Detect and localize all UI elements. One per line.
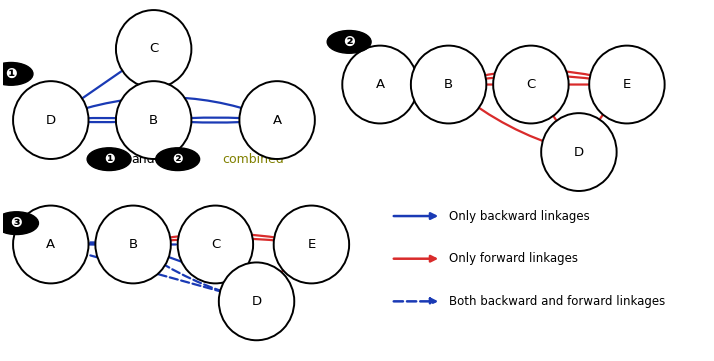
Ellipse shape xyxy=(13,81,89,159)
Circle shape xyxy=(156,148,200,170)
Text: B: B xyxy=(149,114,159,127)
Text: A: A xyxy=(273,114,282,127)
Circle shape xyxy=(0,212,39,235)
Text: D: D xyxy=(574,145,584,158)
Text: C: C xyxy=(526,78,536,91)
Text: B: B xyxy=(444,78,453,91)
Ellipse shape xyxy=(541,113,617,191)
Circle shape xyxy=(0,62,33,85)
Text: ❸: ❸ xyxy=(11,216,22,230)
Text: D: D xyxy=(251,295,261,308)
Text: and: and xyxy=(131,153,155,166)
Ellipse shape xyxy=(13,205,89,283)
Text: C: C xyxy=(149,43,159,56)
Text: Both backward and forward linkages: Both backward and forward linkages xyxy=(448,295,665,308)
Text: ❶: ❶ xyxy=(104,153,114,166)
Text: ❷: ❷ xyxy=(172,153,183,166)
Ellipse shape xyxy=(342,45,418,123)
Text: Only forward linkages: Only forward linkages xyxy=(448,252,578,265)
Text: A: A xyxy=(46,238,56,251)
Text: combined: combined xyxy=(222,153,284,166)
Ellipse shape xyxy=(411,45,486,123)
Circle shape xyxy=(87,148,131,170)
Text: Only backward linkages: Only backward linkages xyxy=(448,209,589,222)
Ellipse shape xyxy=(239,81,315,159)
Ellipse shape xyxy=(273,205,349,283)
Ellipse shape xyxy=(116,81,191,159)
Text: E: E xyxy=(623,78,631,91)
Text: D: D xyxy=(46,114,56,127)
Ellipse shape xyxy=(589,45,665,123)
Text: ❶: ❶ xyxy=(5,67,17,81)
Circle shape xyxy=(327,30,371,53)
Text: B: B xyxy=(129,238,138,251)
Text: C: C xyxy=(211,238,220,251)
Ellipse shape xyxy=(178,205,253,283)
Text: E: E xyxy=(307,238,316,251)
Ellipse shape xyxy=(218,262,294,340)
Text: A: A xyxy=(376,78,385,91)
Ellipse shape xyxy=(493,45,568,123)
Ellipse shape xyxy=(116,10,191,88)
Ellipse shape xyxy=(96,205,171,283)
Text: ❷: ❷ xyxy=(343,35,355,49)
